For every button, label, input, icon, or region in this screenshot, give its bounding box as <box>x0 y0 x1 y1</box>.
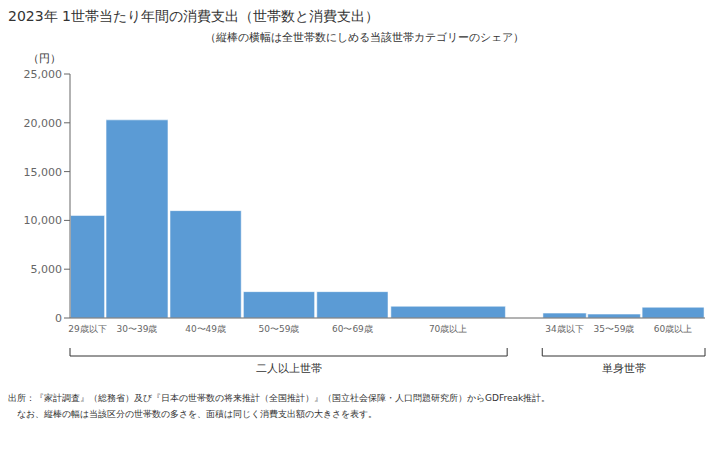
html-text:（円）: （円） <box>28 52 61 65</box>
svg-text:5,000: 5,000 <box>31 263 63 276</box>
svg-text:60〜69歳: 60〜69歳 <box>332 324 373 334</box>
svg-text:40〜49歳: 40〜49歳 <box>185 324 226 334</box>
html-text:なお、縦棒の幅は当該区分の世帯数の多さを、面積は同じく消費支: なお、縦棒の幅は当該区分の世帯数の多さを、面積は同じく消費支出額の大きさを表す。 <box>8 409 377 419</box>
svg-text:30〜39歳: 30〜39歳 <box>117 324 158 334</box>
svg-text:34歳以下: 34歳以下 <box>545 324 583 334</box>
html-text:出所：『家計調査』（総務省）及び『日本の世帯数の将来推計（全: 出所：『家計調査』（総務省）及び『日本の世帯数の将来推計（全国推計）』（国立社会… <box>8 393 551 403</box>
html-text:2023年 1世帯当たり年間の消費支出（世帯数と消費支出）: 2023年 1世帯当たり年間の消費支出（世帯数と消費支出） <box>8 8 379 24</box>
svg-text:60歳以上: 60歳以上 <box>654 324 692 334</box>
svg-text:29歳以下: 29歳以下 <box>68 324 106 334</box>
svg-text:20,000: 20,000 <box>24 117 63 130</box>
svg-text:35〜59歳: 35〜59歳 <box>594 324 635 334</box>
svg-text:単身世帯: 単身世帯 <box>602 362 646 375</box>
svg-text:50〜59歳: 50〜59歳 <box>259 324 300 334</box>
svg-text:10,000: 10,000 <box>24 214 63 227</box>
html-text:（縦棒の横幅は全世帯数にしめる当該世帯カテゴリーのシェア）: （縦棒の横幅は全世帯数にしめる当該世帯カテゴリーのシェア） <box>204 31 524 44</box>
svg-text:15,000: 15,000 <box>24 166 63 179</box>
svg-text:二人以上世帯: 二人以上世帯 <box>256 362 322 375</box>
svg-text:0: 0 <box>55 312 62 325</box>
svg-text:25,000: 25,000 <box>24 68 63 81</box>
svg-text:70歳以上: 70歳以上 <box>429 324 467 334</box>
